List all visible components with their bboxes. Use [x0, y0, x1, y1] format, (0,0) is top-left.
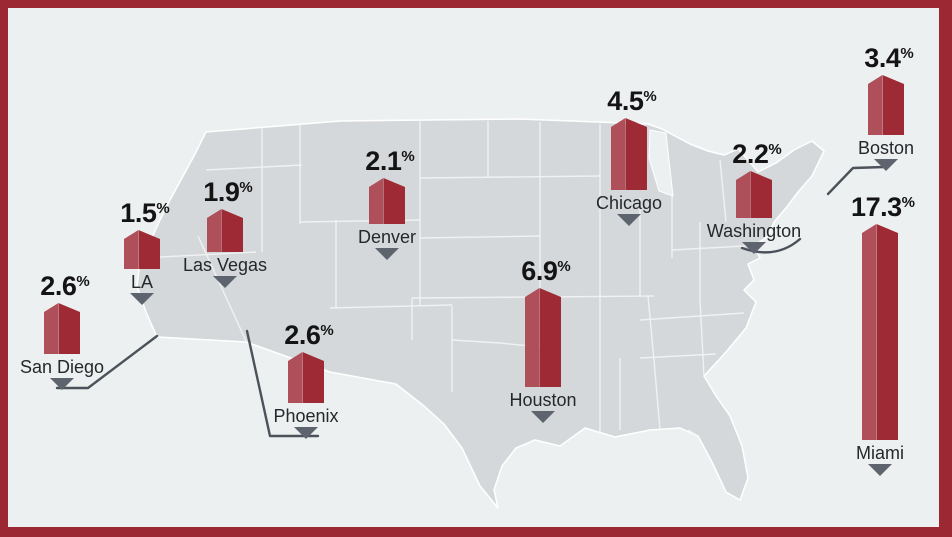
bar-light-face: [207, 209, 222, 252]
lake-michigan: [648, 129, 674, 197]
value-label: 6.9%: [521, 251, 570, 287]
value-number: 2.6: [40, 271, 77, 301]
bar-dark-face: [302, 352, 324, 403]
pointer-triangle-icon: [531, 411, 555, 423]
bar-light-face: [868, 75, 883, 135]
value-number: 6.9: [521, 256, 558, 286]
city-label: Boston: [857, 138, 915, 158]
city-label: Washington: [706, 221, 802, 241]
bar-column: [44, 303, 80, 354]
city-label: Phoenix: [273, 406, 339, 426]
value-label: 1.9%: [203, 172, 252, 208]
pointer-triangle-icon: [874, 159, 898, 171]
bar-dark-face: [625, 118, 647, 190]
bar-dark-face: [882, 75, 904, 135]
pointer-triangle-icon: [375, 248, 399, 260]
bar-dark-face: [750, 171, 772, 218]
city-label: LA: [130, 272, 154, 292]
percent-sign: %: [901, 194, 915, 211]
bar-light-face: [124, 230, 139, 269]
percent-sign: %: [401, 148, 415, 165]
bar-dark-face: [383, 178, 405, 224]
bar-column: [369, 178, 405, 224]
bar-column: [611, 118, 647, 190]
bar-column: [207, 209, 243, 252]
value-label: 4.5%: [607, 81, 656, 117]
percent-sign: %: [643, 88, 657, 105]
percent-sign: %: [156, 200, 170, 217]
value-number: 3.4: [864, 43, 901, 73]
bar-light-face: [862, 224, 877, 440]
percent-sign: %: [76, 273, 90, 290]
percent-sign: %: [239, 179, 253, 196]
bar-light-face: [525, 288, 540, 387]
pointer-triangle-icon: [868, 464, 892, 476]
percent-sign: %: [320, 322, 334, 339]
bar-column: [736, 171, 772, 218]
value-number: 2.6: [284, 320, 321, 350]
pointer-triangle-icon: [294, 427, 318, 439]
city-label: Denver: [357, 227, 417, 247]
bar-dark-face: [138, 230, 160, 269]
pointer-triangle-icon: [130, 293, 154, 305]
value-label: 2.6%: [284, 315, 333, 351]
pointer-triangle-icon: [213, 276, 237, 288]
value-number: 1.9: [203, 177, 240, 207]
value-label: 1.5%: [120, 193, 169, 229]
pointer-triangle-icon: [50, 378, 74, 390]
bar-column: [288, 352, 324, 403]
percent-sign: %: [768, 141, 782, 158]
bar-light-face: [288, 352, 303, 403]
bar-dark-face: [58, 303, 80, 354]
bar-column: [868, 75, 904, 135]
bar-light-face: [369, 178, 384, 224]
bar-column: [525, 288, 561, 387]
pointer-triangle-icon: [617, 214, 641, 226]
city-label: Miami: [856, 443, 904, 463]
leader-line-boston: [826, 165, 886, 196]
bar-dark-face: [539, 288, 561, 387]
bar-light-face: [736, 171, 751, 218]
value-label: 2.1%: [365, 141, 414, 177]
city-label: Chicago: [595, 193, 663, 213]
bar-light-face: [611, 118, 626, 190]
city-label: San Diego: [19, 357, 105, 377]
bar-column: [124, 230, 160, 269]
value-number: 2.1: [365, 146, 402, 176]
value-number: 1.5: [120, 198, 157, 228]
value-label: 2.6%: [40, 266, 89, 302]
bar-light-face: [44, 303, 59, 354]
percent-sign: %: [557, 258, 571, 275]
value-number: 2.2: [732, 139, 769, 169]
city-label: Houston: [509, 390, 577, 410]
value-label: 17.3%: [851, 187, 915, 223]
city-label: Las Vegas: [182, 255, 268, 275]
value-number: 17.3: [851, 192, 902, 222]
percent-sign: %: [900, 45, 914, 62]
bar-dark-face: [876, 224, 898, 440]
bar-column: [862, 224, 898, 440]
value-label: 2.2%: [732, 134, 781, 170]
bar-dark-face: [221, 209, 243, 252]
value-number: 4.5: [607, 86, 644, 116]
value-label: 3.4%: [864, 38, 913, 74]
pointer-triangle-icon: [742, 242, 766, 254]
